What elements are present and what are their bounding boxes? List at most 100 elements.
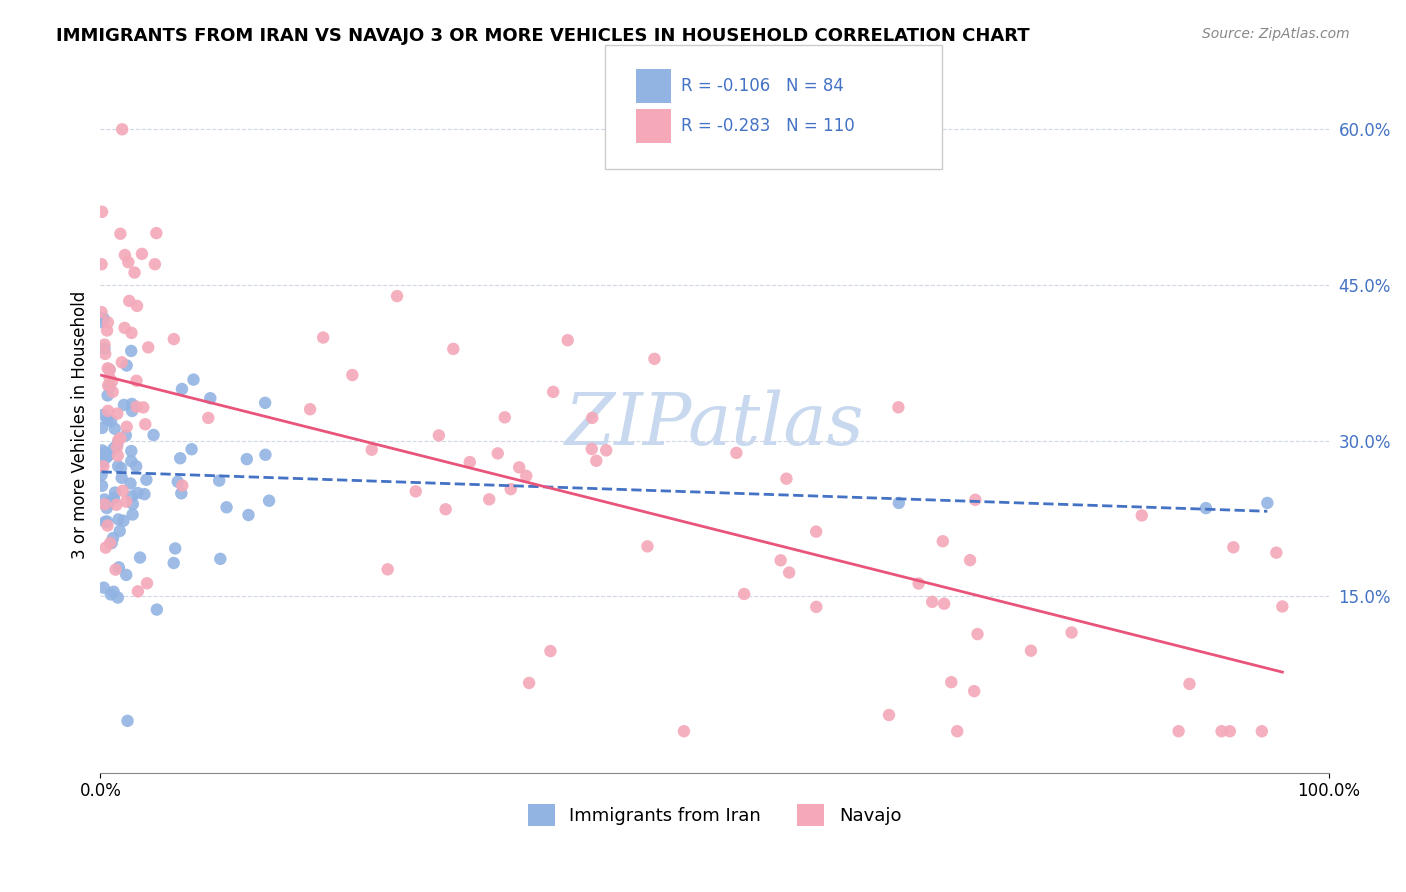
Point [966,627,988,641]
Point [121,397,143,411]
Point [1219,724,1241,739]
Point [215,500,238,515]
Point [120,343,142,358]
Point [208,474,231,488]
Point [121,497,143,511]
Point [110,461,132,475]
Point [97,404,120,418]
Point [1019,643,1042,657]
Point [111,355,134,369]
Point [1195,501,1218,516]
Point [115,419,138,434]
Point [121,508,143,522]
Point [725,446,748,460]
Point [90,315,112,329]
Point [118,293,141,308]
Point [108,560,131,574]
Point [107,512,129,526]
Point [125,400,148,414]
Point [478,492,501,507]
Point [98,536,121,550]
Point [946,724,969,739]
Point [197,411,219,425]
Point [581,410,603,425]
Point [125,374,148,388]
Point [146,602,169,616]
Point [125,299,148,313]
Point [110,431,132,445]
Text: R = -0.283   N = 110: R = -0.283 N = 110 [681,117,855,135]
Point [163,556,186,570]
Point [125,459,148,474]
Point [105,440,128,454]
Point [93,455,115,469]
Point [145,226,167,240]
Point [517,676,540,690]
Point [90,311,112,326]
Point [110,227,132,241]
Point [107,458,129,473]
Point [963,684,986,698]
Point [1222,541,1244,555]
Point [932,534,955,549]
Point [96,450,118,464]
Point [90,305,112,319]
Point [91,447,114,461]
Point [636,540,658,554]
Point [98,362,121,376]
Point [127,486,149,500]
Point [96,324,118,338]
Point [170,382,193,396]
Point [100,414,122,428]
Point [877,708,900,723]
Point [114,428,136,442]
Point [1130,508,1153,523]
Point [107,449,129,463]
Point [494,410,516,425]
Point [585,454,607,468]
Point [142,428,165,442]
Point [1178,677,1201,691]
Point [97,518,120,533]
Point [117,714,139,728]
Point [93,342,115,356]
Point [508,460,530,475]
Point [105,407,128,421]
Point [806,599,828,614]
Text: Source: ZipAtlas.com: Source: ZipAtlas.com [1202,27,1350,41]
Point [434,502,457,516]
Point [405,484,427,499]
Point [121,404,143,418]
Point [804,524,827,539]
Point [183,373,205,387]
Point [312,330,335,344]
Point [100,536,122,550]
Point [107,591,129,605]
Point [107,433,129,447]
Point [91,479,114,493]
Point [1250,724,1272,739]
Point [91,408,114,422]
Point [887,401,910,415]
Point [111,483,134,498]
Point [98,371,121,385]
Point [299,402,322,417]
Point [1265,546,1288,560]
Point [921,595,943,609]
Point [515,468,537,483]
Point [101,384,124,399]
Point [180,442,202,457]
Point [90,467,112,482]
Point [769,553,792,567]
Point [114,321,136,335]
Point [104,485,127,500]
Point [136,576,159,591]
Point [97,361,120,376]
Point [121,489,143,503]
Point [115,359,138,373]
Point [101,531,124,545]
Point [778,566,800,580]
Point [131,247,153,261]
Point [377,562,399,576]
Point [97,388,120,402]
